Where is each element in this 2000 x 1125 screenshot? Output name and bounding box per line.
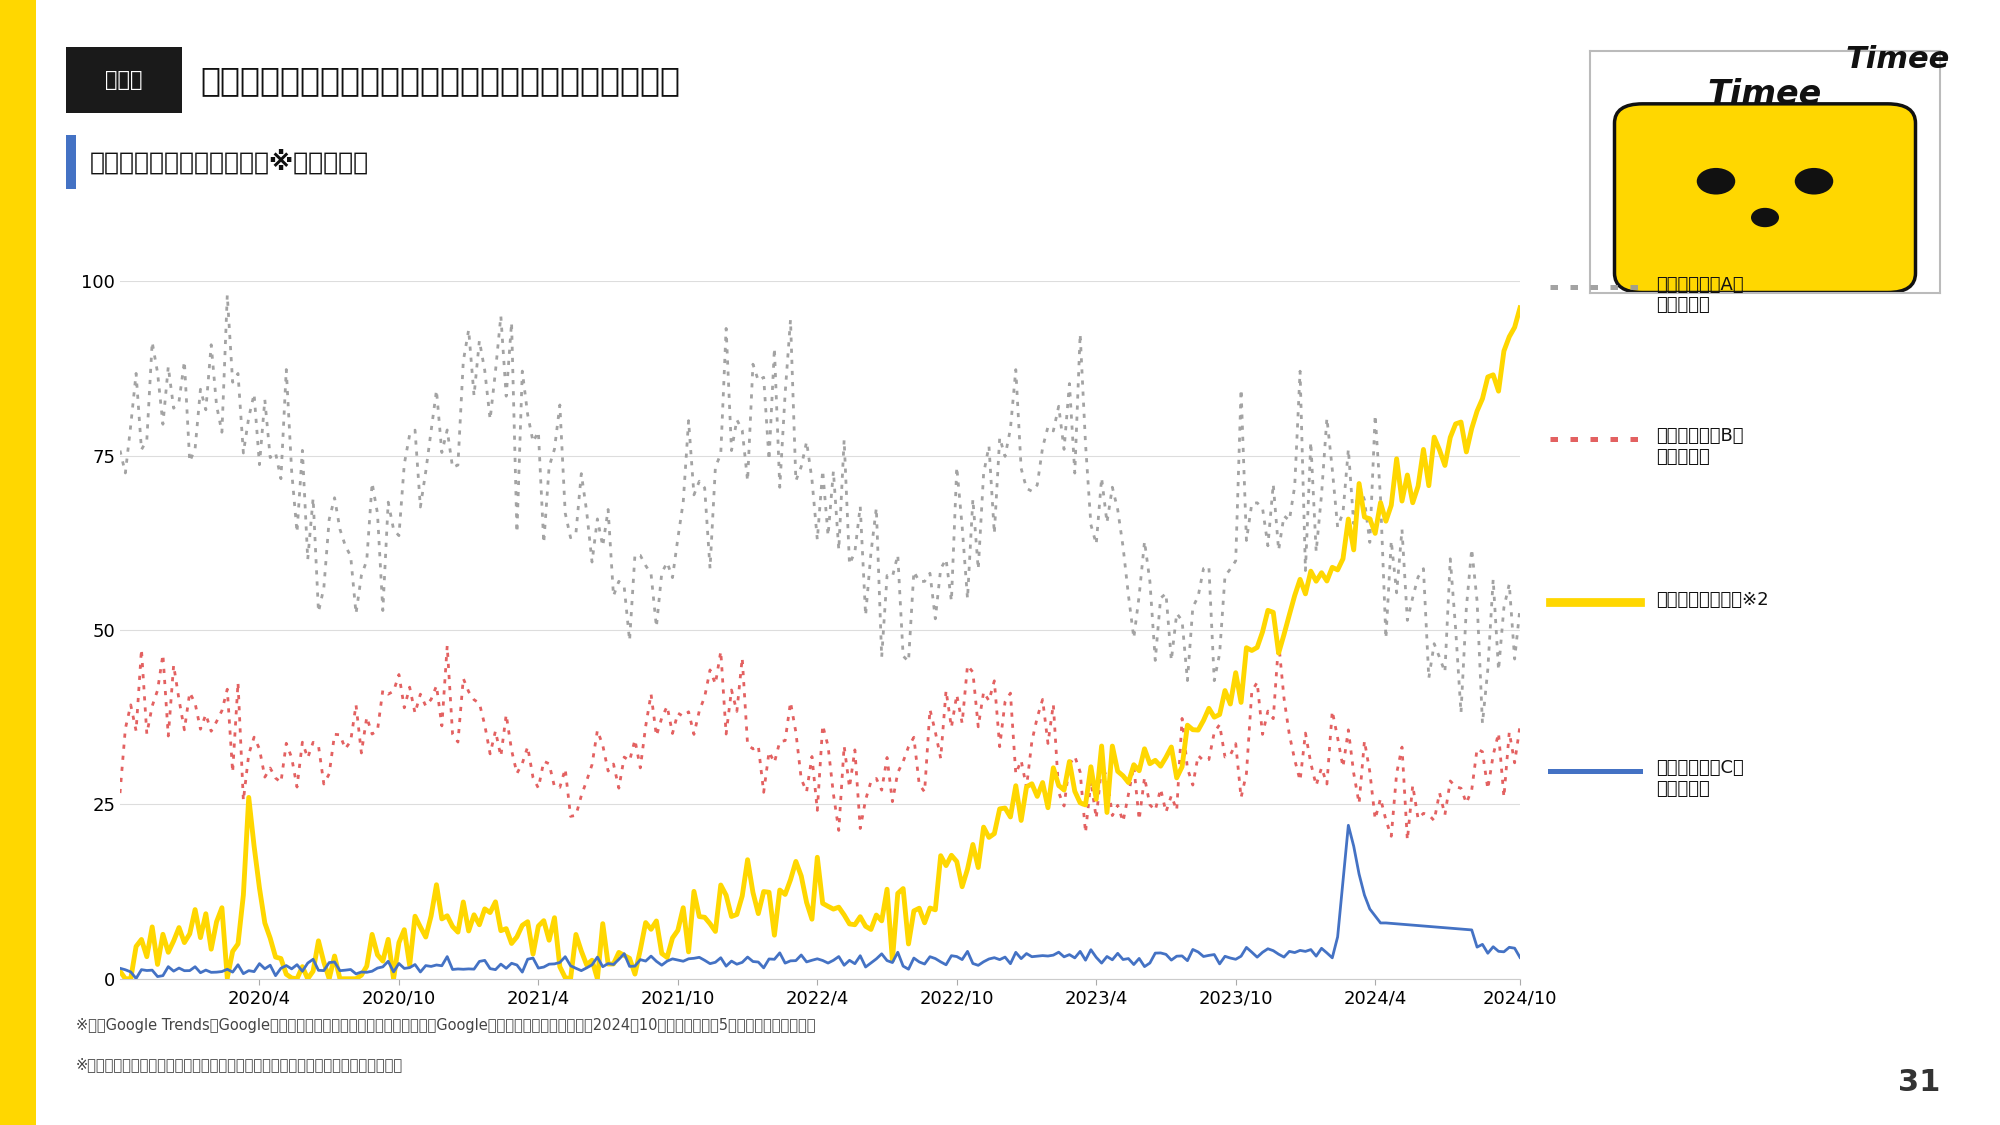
Circle shape <box>1656 109 1726 158</box>
Text: Timee: Timee <box>1708 78 1822 110</box>
Text: 「スキマバイト」※2: 「スキマバイト」※2 <box>1656 591 1768 609</box>
Circle shape <box>1752 208 1780 227</box>
Text: 上場以降、求人メディア対比での認知度が大幅に改善: 上場以降、求人メディア対比での認知度が大幅に改善 <box>200 64 680 98</box>
Text: 31: 31 <box>1898 1068 1940 1097</box>
Text: 求人メディアB社
サービス名: 求人メディアB社 サービス名 <box>1656 428 1744 466</box>
Text: 求人メディアC社
サービス名: 求人メディアC社 サービス名 <box>1656 759 1744 798</box>
FancyBboxPatch shape <box>1848 210 1912 278</box>
Text: Timee: Timee <box>1846 45 1950 74</box>
FancyBboxPatch shape <box>1614 104 1916 292</box>
Circle shape <box>1696 168 1736 195</box>
Text: ※１：Google Trends（Google検索におけるトップ検索クエリを分析するGoogleのウェブサイト）による、2024年10月時点での直近5年間のデー: ※１：Google Trends（Google検索におけるトップ検索クエリを分析… <box>76 1018 816 1033</box>
Text: 稼働率: 稼働率 <box>106 70 142 90</box>
Circle shape <box>1794 168 1834 195</box>
Text: ※２：「スキマバイト」は用語であり、企業名、サービス名、ブランド名ではない: ※２：「スキマバイト」は用語であり、企業名、サービス名、ブランド名ではない <box>76 1058 404 1072</box>
Text: 日本における人気度の動向※１（週次）: 日本における人気度の動向※１（週次） <box>90 150 370 174</box>
Text: 求人メディアA社
サービス名: 求人メディアA社 サービス名 <box>1656 276 1744 314</box>
Circle shape <box>1804 109 1874 158</box>
